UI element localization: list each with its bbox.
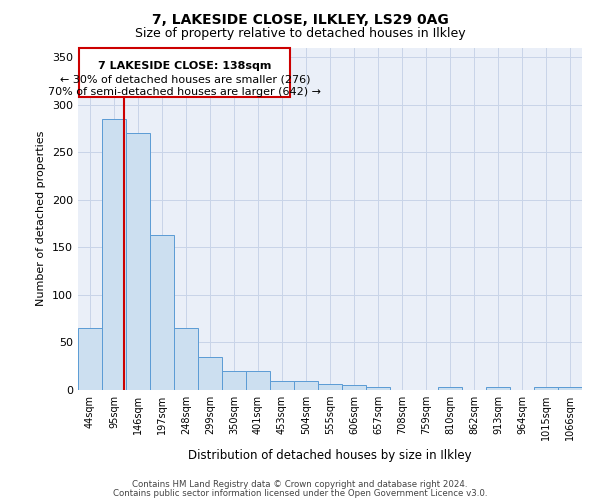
Text: 70% of semi-detached houses are larger (642) →: 70% of semi-detached houses are larger (… xyxy=(49,88,322,98)
Bar xyxy=(198,356,222,390)
Bar xyxy=(558,387,582,390)
Bar xyxy=(438,387,462,390)
Y-axis label: Number of detached properties: Number of detached properties xyxy=(37,131,46,306)
Bar xyxy=(294,382,318,390)
Bar xyxy=(246,371,270,390)
Text: 7, LAKESIDE CLOSE, ILKLEY, LS29 0AG: 7, LAKESIDE CLOSE, ILKLEY, LS29 0AG xyxy=(152,12,448,26)
Bar xyxy=(174,328,198,390)
Text: Contains public sector information licensed under the Open Government Licence v3: Contains public sector information licen… xyxy=(113,488,487,498)
Bar xyxy=(79,48,290,97)
Bar xyxy=(222,371,246,390)
X-axis label: Distribution of detached houses by size in Ilkley: Distribution of detached houses by size … xyxy=(188,448,472,462)
Bar xyxy=(318,384,342,390)
Bar xyxy=(126,133,150,390)
Bar xyxy=(102,119,126,390)
Bar xyxy=(342,385,366,390)
Bar xyxy=(534,387,558,390)
Bar xyxy=(366,387,390,390)
Bar xyxy=(270,382,294,390)
Bar xyxy=(78,328,102,390)
Text: Size of property relative to detached houses in Ilkley: Size of property relative to detached ho… xyxy=(134,28,466,40)
Bar xyxy=(150,235,174,390)
Bar xyxy=(486,387,510,390)
Text: 7 LAKESIDE CLOSE: 138sqm: 7 LAKESIDE CLOSE: 138sqm xyxy=(98,61,271,71)
Text: ← 30% of detached houses are smaller (276): ← 30% of detached houses are smaller (27… xyxy=(59,74,310,84)
Text: Contains HM Land Registry data © Crown copyright and database right 2024.: Contains HM Land Registry data © Crown c… xyxy=(132,480,468,489)
